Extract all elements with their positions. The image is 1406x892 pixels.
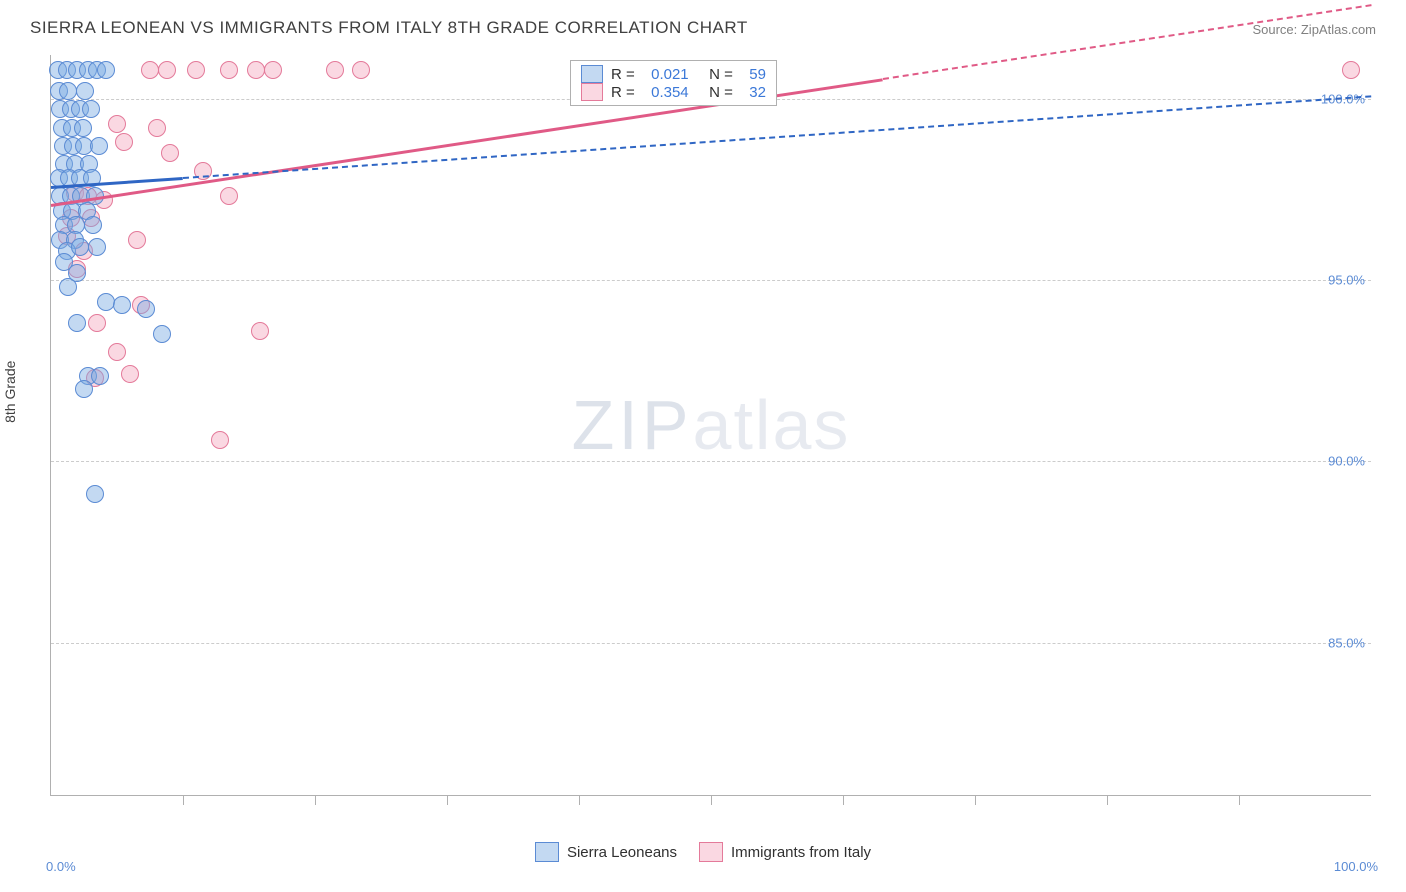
r-label: R = (611, 66, 643, 83)
data-point-italy (247, 61, 265, 79)
n-label: N = (697, 84, 742, 101)
x-tick (975, 795, 976, 805)
legend-label: Sierra Leoneans (567, 844, 677, 861)
data-point-italy (141, 61, 159, 79)
watermark-light: atlas (693, 386, 851, 464)
data-point-italy (220, 61, 238, 79)
data-point-sierra-leonean (113, 296, 131, 314)
data-point-italy (211, 431, 229, 449)
legend-item: Sierra Leoneans (535, 842, 677, 862)
data-point-sierra-leonean (75, 380, 93, 398)
trendline-dashed-sierra-leonean (183, 95, 1371, 179)
x-tick (843, 795, 844, 805)
data-point-sierra-leonean (88, 238, 106, 256)
x-tick (1107, 795, 1108, 805)
trendline-dashed-italy (882, 4, 1371, 80)
legend-item: Immigrants from Italy (699, 842, 871, 862)
legend-row: R = 0.021 N = 59 (581, 65, 766, 83)
x-tick (1239, 795, 1240, 805)
data-point-sierra-leonean (153, 325, 171, 343)
data-point-italy (128, 231, 146, 249)
r-value: 0.354 (651, 84, 689, 101)
data-point-sierra-leonean (82, 100, 100, 118)
x-tick (579, 795, 580, 805)
data-point-italy (220, 187, 238, 205)
data-point-italy (1342, 61, 1360, 79)
legend-label: Immigrants from Italy (731, 844, 871, 861)
data-point-sierra-leonean (86, 485, 104, 503)
data-point-sierra-leonean (68, 314, 86, 332)
source-label: Source: ZipAtlas.com (1252, 22, 1376, 37)
legend-swatch (581, 83, 603, 101)
x-tick (183, 795, 184, 805)
x-tick (711, 795, 712, 805)
r-label: R = (611, 84, 643, 101)
x-axis-max-label: 100.0% (1334, 859, 1378, 874)
plot-area: ZIPatlas 85.0%90.0%95.0%100.0% (50, 55, 1371, 796)
y-axis-title: 8th Grade (2, 361, 18, 423)
data-point-sierra-leonean (71, 238, 89, 256)
data-point-italy (326, 61, 344, 79)
data-point-sierra-leonean (74, 119, 92, 137)
data-point-sierra-leonean (84, 216, 102, 234)
data-point-italy (108, 115, 126, 133)
data-point-sierra-leonean (91, 367, 109, 385)
data-point-italy (158, 61, 176, 79)
data-point-sierra-leonean (97, 61, 115, 79)
legend-swatch (581, 65, 603, 83)
chart-title: SIERRA LEONEAN VS IMMIGRANTS FROM ITALY … (30, 18, 748, 38)
x-tick (315, 795, 316, 805)
x-axis-min-label: 0.0% (46, 859, 76, 874)
data-point-italy (115, 133, 133, 151)
data-point-italy (88, 314, 106, 332)
gridline (51, 643, 1371, 644)
y-tick-label: 95.0% (1328, 272, 1365, 287)
n-value: 59 (749, 66, 766, 83)
data-point-sierra-leonean (59, 278, 77, 296)
data-point-italy (352, 61, 370, 79)
data-point-italy (251, 322, 269, 340)
data-point-italy (108, 343, 126, 361)
gridline (51, 461, 1371, 462)
legend-row: R = 0.354 N = 32 (581, 83, 766, 101)
x-tick (447, 795, 448, 805)
data-point-sierra-leonean (137, 300, 155, 318)
r-value: 0.021 (651, 66, 689, 83)
n-label: N = (697, 66, 742, 83)
data-point-italy (264, 61, 282, 79)
watermark: ZIPatlas (572, 385, 851, 465)
data-point-italy (161, 144, 179, 162)
data-point-italy (148, 119, 166, 137)
watermark-bold: ZIP (572, 386, 693, 464)
y-tick-label: 90.0% (1328, 454, 1365, 469)
data-point-sierra-leonean (76, 82, 94, 100)
correlation-legend: R = 0.021 N = 59R = 0.354 N = 32 (570, 60, 777, 106)
legend-swatch (699, 842, 723, 862)
data-point-italy (121, 365, 139, 383)
n-value: 32 (749, 84, 766, 101)
data-point-sierra-leonean (90, 137, 108, 155)
gridline (51, 280, 1371, 281)
y-tick-label: 85.0% (1328, 635, 1365, 650)
data-point-sierra-leonean (59, 82, 77, 100)
legend-swatch (535, 842, 559, 862)
data-point-italy (187, 61, 205, 79)
series-legend: Sierra Leoneans Immigrants from Italy (0, 842, 1406, 862)
